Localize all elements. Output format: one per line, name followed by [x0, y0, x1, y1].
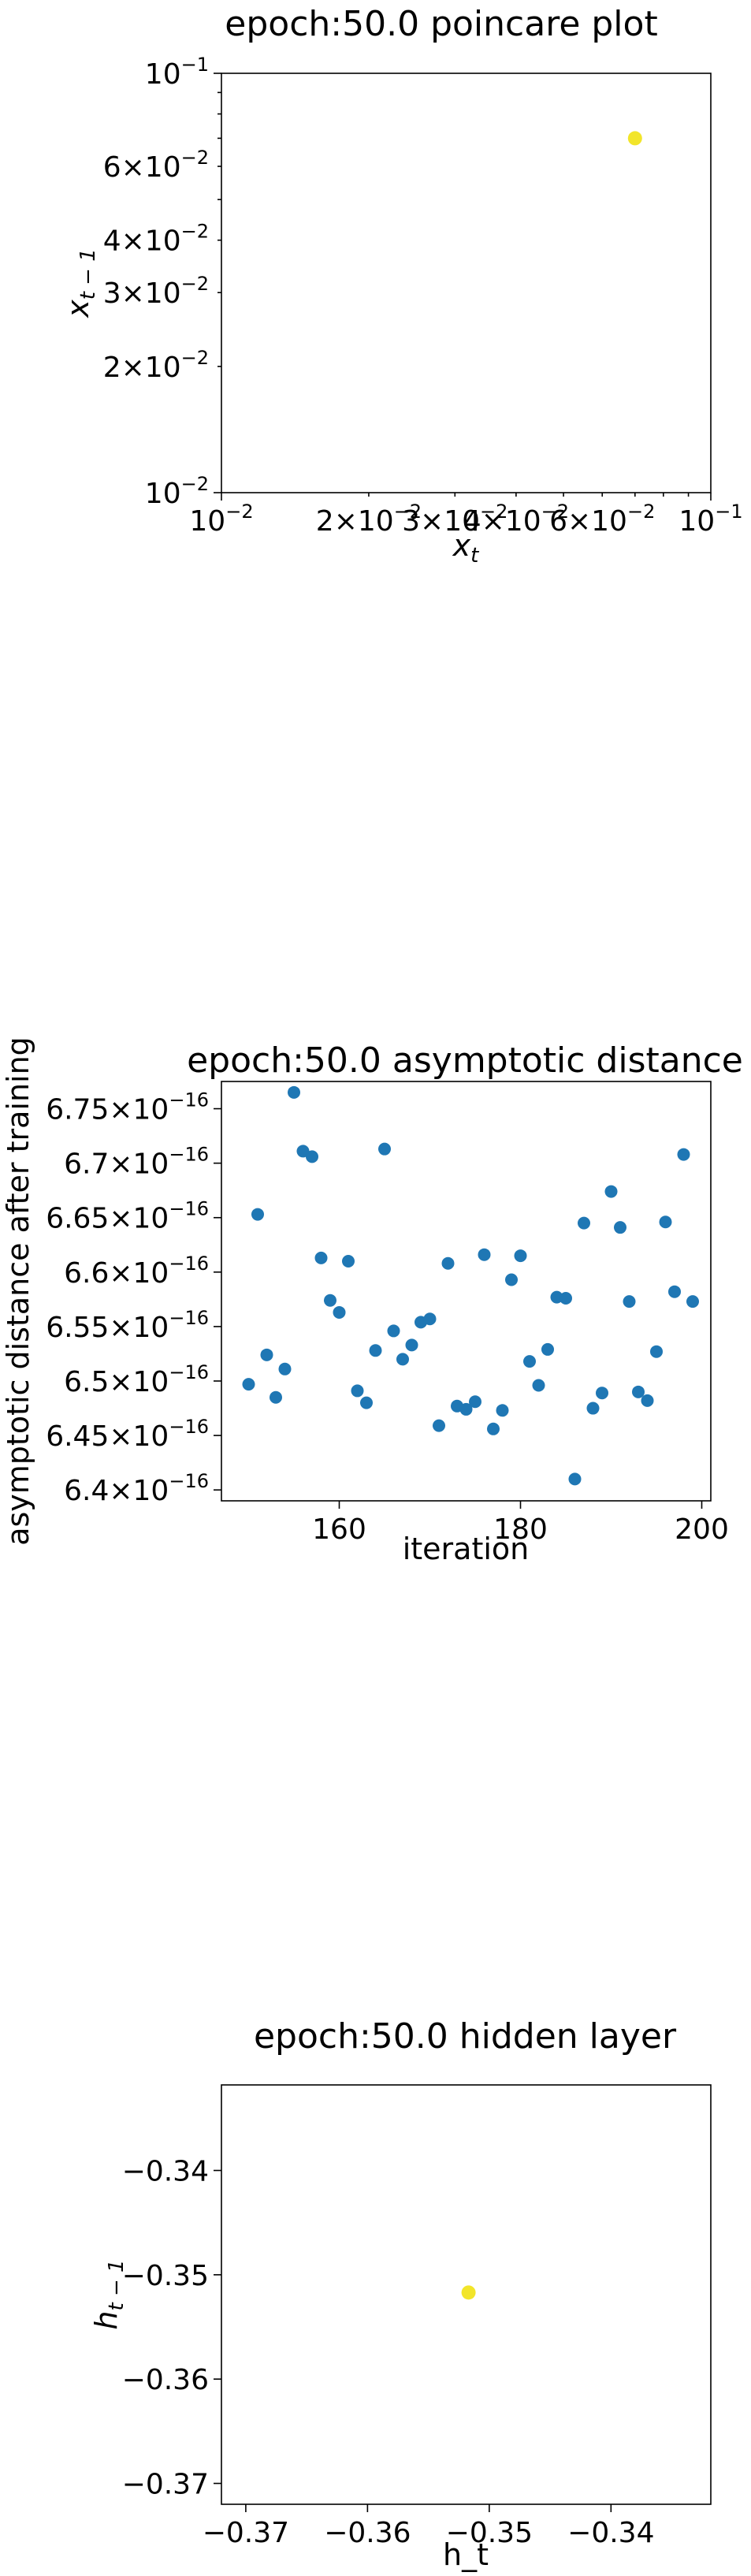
data-point	[668, 1285, 681, 1298]
data-point	[242, 1378, 255, 1391]
data-point	[251, 1208, 264, 1221]
y-tick-label: 6.55×10−16	[46, 1307, 209, 1344]
data-point	[505, 1273, 518, 1286]
data-point	[523, 1355, 536, 1368]
data-point	[396, 1353, 409, 1366]
x-tick-label: 2×10−2	[316, 501, 422, 538]
data-point	[627, 131, 642, 146]
data-point	[586, 1402, 600, 1415]
x-tick-label: 3×10−2	[402, 501, 507, 538]
data-point	[686, 1295, 699, 1308]
asymptotic-title: epoch:50.0 asymptotic distance	[187, 1040, 743, 1081]
hidden-layer-xlabel: h_t	[443, 2537, 489, 2572]
data-point	[614, 1221, 626, 1234]
data-point	[296, 1145, 310, 1158]
data-point	[333, 1305, 346, 1319]
hidden-layer-title: epoch:50.0 hidden layer	[254, 2016, 677, 2057]
y-tick-label: 2×10−2	[103, 347, 209, 384]
data-point	[433, 1419, 445, 1432]
y-tick-label: 6×10−2	[103, 147, 209, 184]
data-point	[514, 1249, 527, 1263]
y-tick-label: 10−1	[145, 54, 209, 91]
data-point	[461, 2285, 476, 2300]
y-tick-label: 6.65×10−16	[46, 1198, 209, 1235]
data-point	[641, 1394, 654, 1407]
data-point	[496, 1404, 509, 1417]
asymptotic-plot-frame	[221, 1081, 712, 1502]
data-point	[650, 1345, 663, 1358]
x-tick-label: 160	[312, 1513, 366, 1546]
data-point	[568, 1472, 582, 1486]
y-tick-label: 10−2	[145, 473, 209, 510]
poincare-xlabel: xt	[452, 528, 480, 568]
x-tick-label: 4×10−2	[463, 501, 569, 538]
y-tick-label: 6.75×10−16	[46, 1089, 209, 1126]
y-tick-label: −0.37	[122, 2469, 209, 2501]
y-tick-label: 4×10−2	[103, 221, 209, 258]
asymptotic-ylabel: asymptotic distance after training	[1, 1037, 35, 1546]
y-tick-label: −0.35	[122, 2260, 209, 2292]
data-point	[478, 1248, 491, 1261]
data-point	[487, 1422, 500, 1435]
data-point	[441, 1256, 455, 1270]
x-tick-label: 6×10−2	[549, 501, 655, 538]
y-tick-label: 3×10−2	[103, 273, 209, 310]
x-tick-label: −0.34	[567, 2517, 654, 2549]
data-point	[324, 1294, 336, 1307]
data-point	[532, 1379, 545, 1392]
poincare-title: epoch:50.0 poincare plot	[225, 4, 657, 44]
x-tick-label: 10−1	[679, 501, 742, 538]
x-tick-label: 180	[493, 1513, 548, 1546]
poincare-plot-frame	[221, 73, 712, 493]
data-point	[632, 1385, 645, 1398]
data-point	[288, 1085, 300, 1099]
data-point	[659, 1215, 672, 1229]
data-point	[351, 1384, 364, 1398]
hidden-layer-chart: epoch:50.0 hidden layer −0.37 −0.36 −0.35 −…	[89, 2016, 712, 2572]
y-tick-label: −0.34	[122, 2156, 209, 2188]
poincare-chart: epoch:50.0 poincare plot 10−210−2 2×10−2 2…	[61, 4, 743, 568]
data-point	[360, 1396, 373, 1409]
data-point	[541, 1342, 554, 1356]
x-tick-label: 10−2	[189, 501, 253, 538]
y-tick-label: 6.45×10−16	[46, 1416, 209, 1453]
data-point	[342, 1255, 355, 1268]
data-point	[405, 1338, 418, 1352]
data-point	[469, 1395, 481, 1409]
data-point	[378, 1142, 391, 1156]
data-point	[604, 1185, 618, 1198]
data-point	[596, 1387, 608, 1400]
x-tick-label: −0.37	[203, 2517, 289, 2549]
data-point	[369, 1344, 382, 1357]
data-point	[677, 1148, 690, 1161]
data-point	[560, 1291, 572, 1305]
hidden-layer-ylabel: ht − 1	[89, 2259, 128, 2329]
poincare-ylabel: xt − 1	[61, 248, 100, 318]
data-point	[387, 1324, 400, 1338]
y-tick-label: 6.6×10−16	[64, 1253, 209, 1290]
data-point	[270, 1390, 282, 1404]
y-tick-label: 6.5×10−16	[64, 1361, 209, 1398]
x-tick-label: −0.36	[324, 2517, 411, 2549]
x-tick-label: 200	[675, 1513, 729, 1546]
data-point	[306, 1150, 318, 1163]
data-point	[578, 1216, 590, 1230]
asymptotic-chart: epoch:50.0 asymptotic distance 160 180 200…	[1, 1037, 743, 1566]
data-point	[314, 1251, 328, 1264]
y-tick-label: −0.36	[122, 2364, 209, 2396]
data-point	[623, 1295, 636, 1308]
data-point	[423, 1312, 437, 1326]
hidden-layer-plot-frame	[221, 2084, 712, 2505]
x-tick-label: −0.35	[446, 2517, 533, 2549]
data-point	[278, 1362, 292, 1375]
y-tick-label: 6.7×10−16	[64, 1144, 209, 1181]
y-tick-label: 6.4×10−16	[64, 1470, 209, 1507]
data-point	[260, 1348, 273, 1361]
asymptotic-xlabel: iteration	[403, 1532, 530, 1566]
data-point	[459, 1402, 473, 1416]
